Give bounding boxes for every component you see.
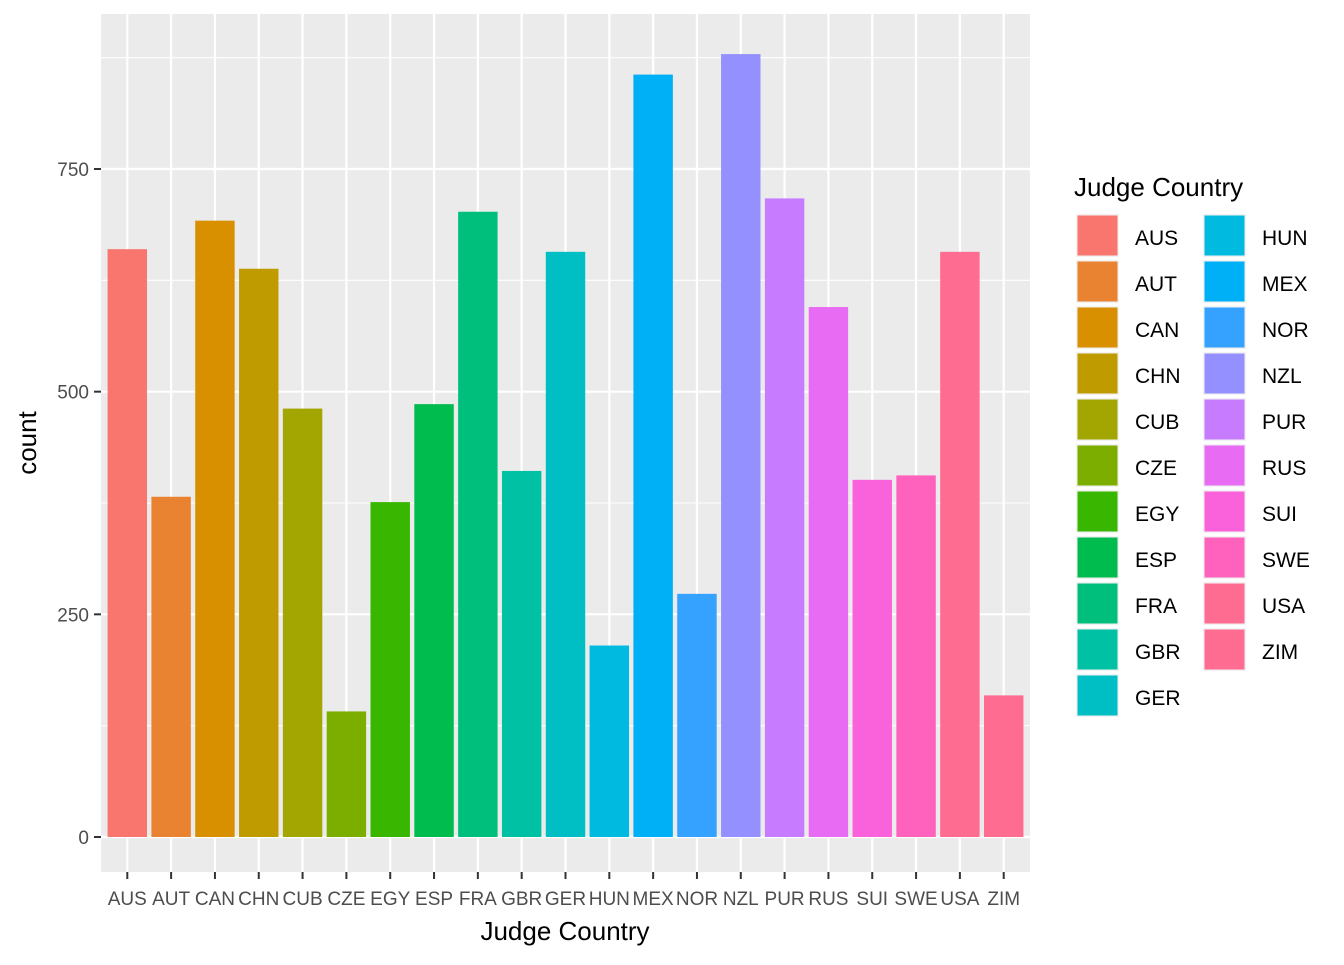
bar-mex — [633, 74, 673, 838]
legend-swatch-egy — [1077, 491, 1118, 532]
legend-label: FRA — [1135, 595, 1177, 618]
x-tick-label: ZIM — [987, 889, 1020, 910]
bar-ger — [545, 251, 586, 837]
x-tick-label: AUT — [152, 889, 190, 910]
legend-label: NZL — [1262, 365, 1302, 388]
legend-label: CZE — [1135, 457, 1177, 480]
legend-label: EGY — [1135, 503, 1179, 526]
x-tick-label: PUR — [765, 889, 805, 910]
bar-cub — [282, 408, 323, 837]
bar-swe — [896, 475, 936, 837]
legend-label: MEX — [1262, 273, 1308, 296]
y-axis-title: count — [12, 410, 42, 474]
legend-swatch-esp — [1077, 537, 1118, 578]
legend-label: SWE — [1262, 549, 1310, 572]
legend-swatch-ger — [1077, 675, 1118, 716]
legend-label: GER — [1135, 687, 1181, 710]
legend-label: USA — [1262, 595, 1305, 618]
bar-cze — [326, 711, 367, 837]
legend-label: HUN — [1262, 227, 1308, 250]
legend-label: ZIM — [1262, 641, 1298, 664]
legend-label: GBR — [1135, 641, 1181, 664]
x-tick-label: GBR — [501, 889, 542, 910]
y-tick-label: 250 — [57, 605, 89, 626]
x-tick-label: HUN — [589, 889, 630, 910]
bar-rus — [808, 307, 849, 837]
x-tick-label: NOR — [676, 889, 718, 910]
legend-label: AUT — [1135, 273, 1177, 296]
x-tick-label: ESP — [415, 889, 453, 910]
bar-aus — [107, 249, 148, 837]
legend-label: CUB — [1135, 411, 1179, 434]
bar-egy — [370, 502, 410, 837]
x-tick-label: NZL — [723, 889, 759, 910]
legend-label: CAN — [1135, 319, 1179, 342]
legend-swatch-chn — [1077, 353, 1118, 394]
legend-swatch-cze — [1077, 445, 1118, 486]
legend-swatch-sui — [1204, 491, 1245, 532]
x-tick-label: RUS — [808, 889, 848, 910]
bar-nzl — [721, 54, 761, 838]
legend-label: RUS — [1262, 457, 1306, 480]
bar-fra — [458, 211, 498, 837]
x-tick-label: GER — [545, 889, 586, 910]
x-tick-label: FRA — [459, 889, 497, 910]
x-tick-label: EGY — [370, 889, 410, 910]
bar-chn — [239, 268, 279, 837]
legend-label: NOR — [1262, 319, 1309, 342]
legend-swatch-nor — [1204, 307, 1245, 348]
legend-swatch-aus — [1077, 215, 1118, 256]
legend-swatch-mex — [1204, 261, 1245, 302]
y-axis: 0 250 500 750 — [57, 160, 101, 849]
legend-title: Judge Country — [1074, 172, 1243, 202]
x-axis-title: Judge Country — [480, 916, 649, 946]
bar-gbr — [501, 470, 542, 837]
legend-swatch-zim — [1204, 629, 1245, 670]
bar-pur — [764, 198, 805, 837]
legend-swatch-swe — [1204, 537, 1245, 578]
legend: Judge Country AUS AUT CAN CHN CUB CZE EGY ESP FR… — [1074, 172, 1310, 717]
bar-sui — [852, 479, 892, 837]
bar-nor — [677, 593, 717, 837]
bar-aut — [151, 496, 191, 837]
bar-zim — [983, 695, 1024, 837]
legend-label: SUI — [1262, 503, 1297, 526]
legend-keys: AUS AUT CAN CHN CUB CZE EGY ESP FRA GBR GER HUN MEX N… — [1076, 214, 1310, 717]
legend-swatch-gbr — [1077, 629, 1118, 670]
x-axis: AUS AUT CAN CHN CUB CZE EGY ESP FRA GBR GER HUN MEX N… — [108, 872, 1020, 910]
x-tick-label: CUB — [283, 889, 323, 910]
y-tick-label: 750 — [57, 160, 89, 181]
legend-swatch-rus — [1204, 445, 1245, 486]
legend-label: AUS — [1135, 227, 1178, 250]
x-tick-label: USA — [940, 889, 979, 910]
legend-swatch-nzl — [1204, 353, 1245, 394]
legend-swatch-fra — [1077, 583, 1118, 624]
legend-swatch-aut — [1077, 261, 1118, 302]
legend-swatch-hun — [1204, 215, 1245, 256]
legend-label: PUR — [1262, 411, 1306, 434]
bars — [107, 54, 1024, 838]
legend-label: CHN — [1135, 365, 1181, 388]
legend-swatch-can — [1077, 307, 1118, 348]
bar-esp — [414, 404, 454, 837]
legend-swatch-usa — [1204, 583, 1245, 624]
x-tick-label: AUS — [108, 889, 147, 910]
x-tick-label: CZE — [327, 889, 365, 910]
x-tick-label: CHN — [238, 889, 279, 910]
x-tick-label: SUI — [856, 889, 888, 910]
x-tick-label: MEX — [633, 889, 675, 910]
legend-label: ESP — [1135, 549, 1177, 572]
bar-can — [195, 220, 235, 837]
legend-swatch-cub — [1077, 399, 1118, 440]
x-tick-label: SWE — [894, 889, 937, 910]
bar-hun — [589, 645, 630, 837]
y-tick-label: 0 — [78, 828, 89, 849]
bar-usa — [940, 251, 980, 837]
x-tick-label: CAN — [195, 889, 235, 910]
y-tick-label: 500 — [57, 383, 89, 404]
legend-swatch-pur — [1204, 399, 1245, 440]
